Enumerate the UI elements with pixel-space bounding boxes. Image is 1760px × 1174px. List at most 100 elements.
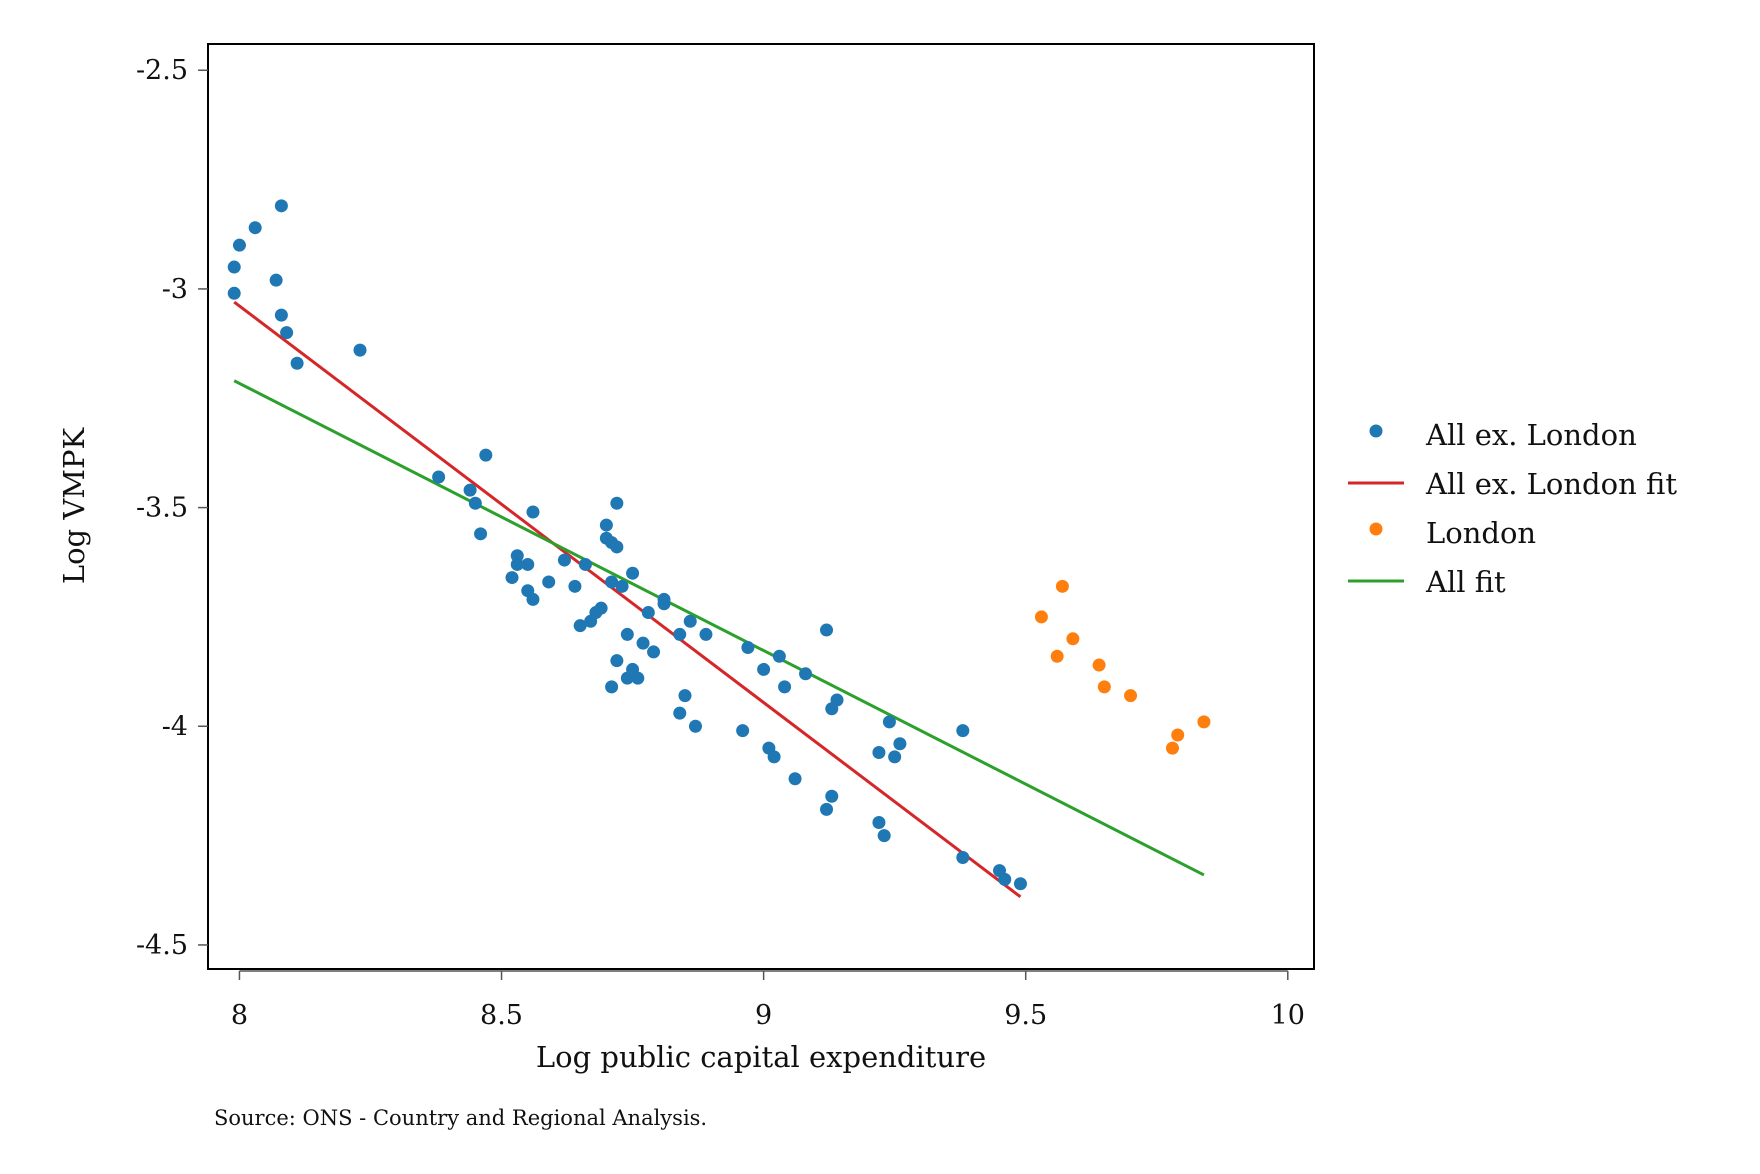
y-tick-label: -3.5 <box>136 493 188 524</box>
legend-label: All ex. London <box>1425 418 1637 452</box>
data-point <box>526 592 540 606</box>
data-point <box>788 772 802 786</box>
y-tick-label: -3 <box>162 274 188 305</box>
data-point <box>510 557 524 571</box>
data-point <box>290 356 304 370</box>
data-point <box>605 575 619 589</box>
data-point <box>820 623 834 637</box>
data-point <box>578 557 592 571</box>
data-point <box>610 540 624 554</box>
data-point <box>1097 680 1111 694</box>
data-point <box>526 505 540 519</box>
data-point <box>599 518 613 532</box>
data-point <box>227 286 241 300</box>
data-point <box>594 601 608 615</box>
data-point <box>820 802 834 816</box>
x-axis-title: Log public capital expenditure <box>536 1040 986 1074</box>
x-tick-label: 8.5 <box>480 1000 523 1031</box>
data-point <box>673 706 687 720</box>
data-point <box>1066 632 1080 646</box>
data-point <box>956 850 970 864</box>
data-point <box>573 619 587 633</box>
data-point <box>956 724 970 738</box>
legend-label: London <box>1426 516 1536 550</box>
data-point <box>736 724 750 738</box>
data-point <box>479 448 493 462</box>
data-point <box>641 606 655 620</box>
x-tick-label: 9 <box>755 1000 772 1031</box>
data-point <box>825 789 839 803</box>
data-point <box>799 667 813 681</box>
x-tick-label: 8 <box>231 1000 248 1031</box>
x-tick-label: 9.5 <box>1004 1000 1047 1031</box>
data-point <box>647 645 661 659</box>
data-point <box>872 815 886 829</box>
data-point <box>232 238 246 252</box>
data-point <box>557 553 571 567</box>
data-point <box>432 470 446 484</box>
data-point <box>620 627 634 641</box>
data-point <box>631 671 645 685</box>
legend-marker <box>1369 424 1383 438</box>
data-point <box>1165 741 1179 755</box>
data-point <box>877 829 891 843</box>
data-point <box>636 636 650 650</box>
y-axis: -2.5 -3 -3.5 -4 -4.5 <box>136 55 208 961</box>
data-point <box>683 614 697 628</box>
data-point <box>1034 610 1048 624</box>
data-point <box>757 662 771 676</box>
source-note: Source: ONS - Country and Regional Analy… <box>214 1106 707 1130</box>
data-point <box>274 199 288 213</box>
y-axis-title: Log VMPK <box>57 427 91 585</box>
data-point <box>741 641 755 655</box>
data-point <box>615 579 629 593</box>
data-point <box>505 571 519 585</box>
data-point <box>1092 658 1106 672</box>
legend-marker <box>1369 522 1383 536</box>
data-point <box>542 575 556 589</box>
data-point <box>568 579 582 593</box>
data-point <box>227 260 241 274</box>
data-point <box>474 527 488 541</box>
data-point <box>1055 579 1069 593</box>
data-point <box>1050 649 1064 663</box>
data-point <box>830 693 844 707</box>
data-point <box>521 557 535 571</box>
data-point <box>882 715 896 729</box>
data-point <box>1197 715 1211 729</box>
y-tick-label: -2.5 <box>136 55 188 86</box>
data-point <box>1124 689 1138 703</box>
data-point <box>610 496 624 510</box>
y-tick-label: -4 <box>162 711 188 742</box>
chart-marks <box>227 199 1211 899</box>
data-point <box>353 343 367 357</box>
data-point <box>888 750 902 764</box>
data-point <box>673 627 687 641</box>
data-point <box>688 719 702 733</box>
plot-frame <box>207 43 1315 970</box>
x-axis: 8 8.5 9 9.5 10 <box>231 970 1305 1031</box>
data-point <box>893 737 907 751</box>
data-point <box>778 680 792 694</box>
data-point <box>626 566 640 580</box>
data-point <box>610 654 624 668</box>
data-point <box>1013 877 1027 891</box>
data-point <box>468 496 482 510</box>
data-point <box>767 750 781 764</box>
fit-line <box>233 379 1205 877</box>
data-point <box>463 483 477 497</box>
data-point <box>657 592 671 606</box>
data-point <box>280 326 294 340</box>
data-point <box>248 221 262 235</box>
data-point <box>605 680 619 694</box>
fit-line <box>233 300 1022 899</box>
data-point <box>772 649 786 663</box>
data-point <box>1171 728 1185 742</box>
data-point <box>699 627 713 641</box>
legend-label: All ex. London fit <box>1425 467 1677 501</box>
data-point <box>872 746 886 760</box>
data-point <box>678 689 692 703</box>
data-point <box>269 273 283 287</box>
x-tick-label: 10 <box>1271 1000 1305 1031</box>
